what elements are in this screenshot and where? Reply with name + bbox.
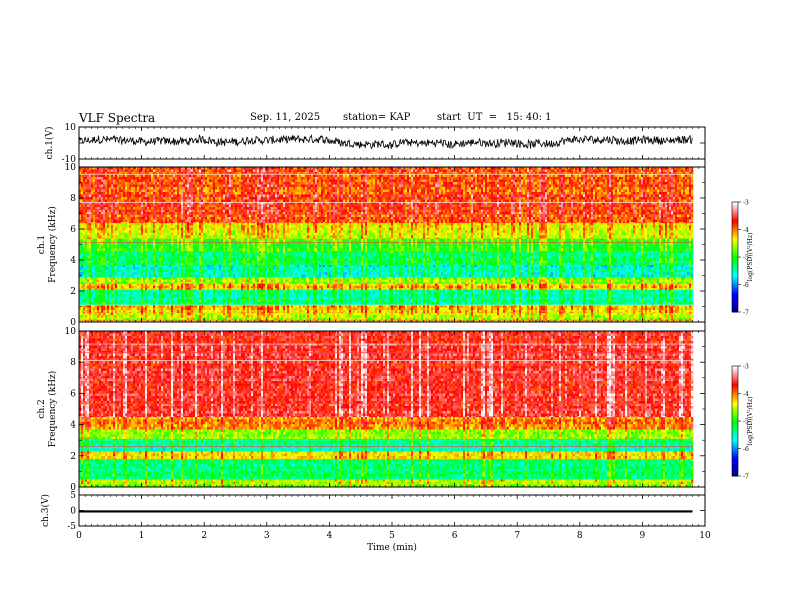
ch3-ytick-label: 0	[70, 507, 76, 517]
ch2-colorbar-tick-label: -7	[743, 474, 749, 481]
x-tick-label: 5	[389, 531, 395, 541]
ch1-ytick-label: 10	[65, 163, 77, 173]
ch1-colorbar-tick-label: -7	[743, 310, 749, 317]
ch1-ytick-label: 4	[70, 256, 76, 266]
date-label: Sep. 11, 2025	[250, 112, 320, 123]
ch2-spectrogram-image	[79, 331, 705, 488]
ch2-ytick-label: 6	[70, 389, 76, 399]
ch1-ytick-label: 2	[70, 287, 76, 297]
ch1-ylabel-channel: ch.1	[37, 235, 47, 254]
x-tick-label: 2	[201, 531, 207, 541]
ch1-colorbar-tick-label: -5	[743, 255, 749, 262]
ch2-colorbar-tick-label: -4	[743, 391, 749, 398]
ch1-spectrogram-image	[79, 167, 705, 323]
x-tick-label: 8	[577, 531, 583, 541]
ch1-colorbar-tick-label: -6	[743, 282, 749, 289]
ch2-ytick-label: 10	[65, 327, 77, 337]
ch3-ytick-label: -5	[67, 522, 76, 532]
ch2-ylabel-channel: ch.2	[37, 399, 47, 418]
ch2-ytick-label: 0	[70, 483, 76, 493]
x-tick-label: 6	[452, 531, 458, 541]
ch2-ylabel-frequency: Frequency (kHz)	[47, 371, 58, 448]
x-tick-label: 7	[514, 531, 520, 541]
start-time-label: start UT = 15: 40: 1	[437, 112, 552, 123]
ch2-colorbar-label: log(PSD)(V²/Hz)	[747, 397, 754, 446]
ch1-waveform-line	[78, 133, 693, 150]
ch1-ytick-label: 10	[65, 123, 77, 133]
ch1-ytick-label: -10	[62, 155, 77, 165]
ch1-ytick-label: 0	[70, 318, 76, 328]
ch1-colorbar	[731, 201, 741, 313]
x-tick-label: 3	[264, 531, 270, 541]
ch1-colorbar-tick-label: -4	[743, 227, 749, 234]
ch1-waveform-ylabel: ch.1(V)	[44, 127, 55, 160]
ch3-ytick-label: 5	[70, 491, 76, 501]
ch2-ytick-label: 2	[70, 452, 76, 462]
ch2-colorbar-tick-label: -3	[743, 364, 749, 371]
x-tick-label: 9	[640, 531, 646, 541]
x-tick-label: 1	[139, 531, 145, 541]
ch3-waveform-trace	[79, 510, 693, 513]
x-axis-label: Time (min)	[367, 542, 417, 553]
ch1-colorbar-tick-label: -3	[743, 200, 749, 207]
x-tick-label: 4	[327, 531, 333, 541]
ch2-colorbar-tick-label: -6	[743, 446, 749, 453]
ch2-colorbar-tick-label: -5	[743, 419, 749, 426]
station-label: station= KAP	[343, 112, 410, 123]
chart-title: VLF Spectra	[79, 111, 155, 125]
x-tick-label: 0	[76, 531, 82, 541]
x-tick-label: 10	[699, 531, 711, 541]
ch3-waveform-ylabel: ch.3(V)	[40, 494, 51, 527]
ch1-ytick-label: 6	[70, 225, 76, 235]
ch1-ytick-label: 8	[70, 194, 76, 204]
ch1-ylabel-frequency: Frequency (kHz)	[47, 206, 58, 283]
ch2-colorbar	[731, 365, 741, 477]
ch2-ytick-label: 4	[70, 421, 76, 431]
ch1-colorbar-label: log(PSD)(V²/Hz)	[747, 233, 754, 282]
ch2-ytick-label: 8	[70, 358, 76, 368]
